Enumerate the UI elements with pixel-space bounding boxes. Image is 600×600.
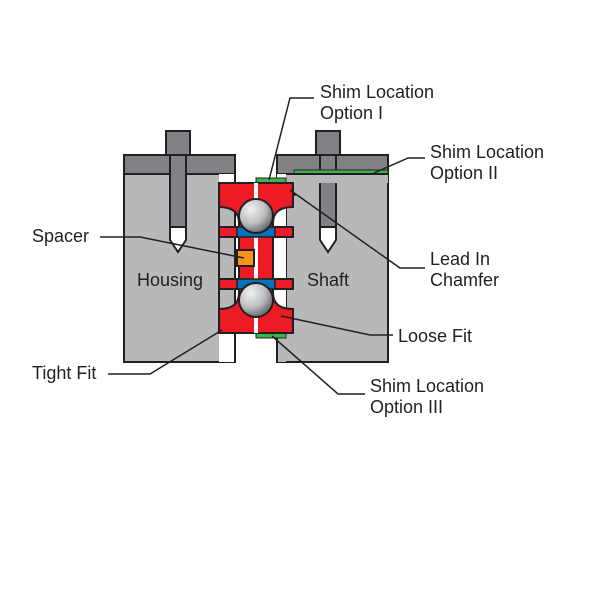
label-shim1: Shim LocationOption I — [320, 82, 434, 123]
ball-top — [239, 199, 273, 233]
label-spacer: Spacer — [32, 226, 89, 247]
bearing-diagram — [0, 0, 600, 600]
housing-label: Housing — [137, 270, 203, 291]
label-lead-in: Lead InChamfer — [430, 249, 499, 290]
label-shim2: Shim LocationOption II — [430, 142, 544, 183]
shaft-label: Shaft — [307, 270, 349, 291]
label-loose-fit: Loose Fit — [398, 326, 472, 347]
spacer — [237, 250, 254, 266]
label-tight-fit: Tight Fit — [32, 363, 96, 384]
label-shim3: Shim LocationOption III — [370, 376, 484, 417]
ball-bottom — [239, 283, 273, 317]
